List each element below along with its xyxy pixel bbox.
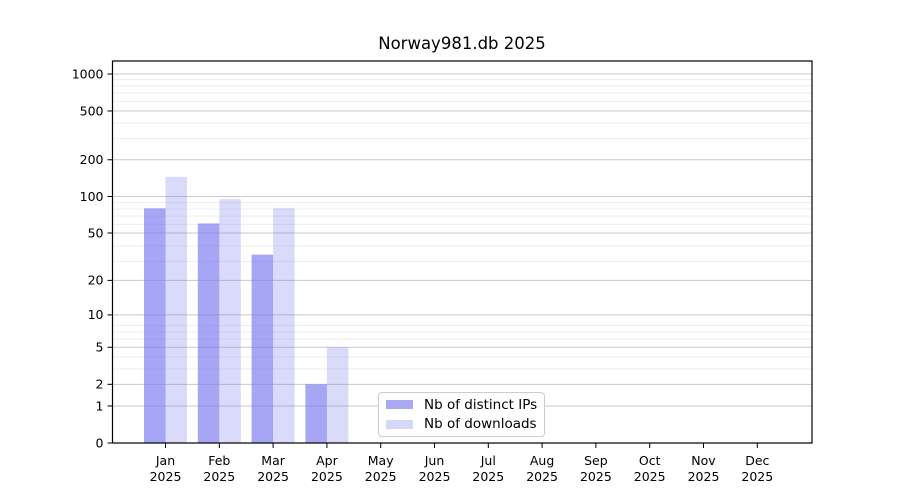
bar-downloads-mar bbox=[273, 208, 295, 443]
bar-downloads-feb bbox=[219, 199, 241, 443]
x-tick-label-month: Apr bbox=[316, 453, 338, 468]
x-tick-label-year: 2025 bbox=[526, 469, 558, 484]
y-tick-label: 2 bbox=[96, 377, 104, 392]
y-tick-label: 100 bbox=[80, 189, 104, 204]
y-tick-label: 1 bbox=[96, 398, 104, 413]
x-tick-label-year: 2025 bbox=[311, 469, 343, 484]
x-tick-label-month: May bbox=[368, 453, 394, 468]
legend-swatch-distinct-ips bbox=[386, 400, 413, 410]
y-tick-label: 500 bbox=[80, 103, 104, 118]
x-tick-label-month: Mar bbox=[261, 453, 285, 468]
x-tick-label-year: 2025 bbox=[203, 469, 235, 484]
bar-distinct-ips-feb bbox=[197, 223, 220, 443]
x-tick-label-month: Dec bbox=[745, 453, 769, 468]
chart-title: Norway981.db 2025 bbox=[378, 34, 546, 53]
x-tick-label-year: 2025 bbox=[419, 469, 451, 484]
x-tick-label-month: Nov bbox=[691, 453, 716, 468]
x-tick-label-year: 2025 bbox=[741, 469, 773, 484]
x-tick-label-month: Feb bbox=[208, 453, 230, 468]
x-tick-label-year: 2025 bbox=[472, 469, 504, 484]
y-tick-label: 20 bbox=[88, 273, 104, 288]
legend-swatch-downloads bbox=[386, 419, 413, 429]
y-tick-label: 1000 bbox=[72, 66, 104, 81]
x-tick-label-month: Aug bbox=[530, 453, 554, 468]
x-tick-label-month: Jul bbox=[480, 453, 496, 468]
legend-item-distinct-ips: Nb of distinct IPs bbox=[386, 396, 538, 414]
x-tick-label-year: 2025 bbox=[257, 469, 289, 484]
y-tick-label: 50 bbox=[88, 225, 104, 240]
x-tick-label-year: 2025 bbox=[688, 469, 720, 484]
x-tick-label-month: Jan bbox=[155, 453, 175, 468]
x-tick-label-year: 2025 bbox=[634, 469, 666, 484]
x-tick-label-year: 2025 bbox=[365, 469, 397, 484]
bar-distinct-ips-mar bbox=[251, 254, 274, 443]
y-tick-label: 10 bbox=[88, 307, 104, 322]
bar-distinct-ips-jan bbox=[144, 208, 166, 443]
plot-border bbox=[111, 60, 813, 444]
x-tick-label-month: Jun bbox=[424, 453, 445, 468]
y-tick-label: 200 bbox=[80, 152, 104, 167]
bar-downloads-jan bbox=[165, 176, 187, 443]
legend: Nb of distinct IPs Nb of downloads bbox=[378, 392, 545, 437]
bar-downloads-apr bbox=[326, 347, 349, 443]
legend-item-downloads: Nb of downloads bbox=[386, 416, 537, 434]
x-tick-label-month: Oct bbox=[639, 453, 661, 468]
y-tick-label: 5 bbox=[96, 340, 104, 355]
legend-label-distinct-ips: Nb of distinct IPs bbox=[424, 396, 538, 413]
y-tick-label: 0 bbox=[96, 435, 104, 450]
x-tick-label-month: Sep bbox=[584, 453, 608, 468]
x-tick-label-year: 2025 bbox=[150, 469, 182, 484]
x-tick-label-year: 2025 bbox=[580, 469, 612, 484]
legend-label-downloads: Nb of downloads bbox=[424, 416, 537, 433]
bar-distinct-ips-apr bbox=[305, 384, 327, 443]
